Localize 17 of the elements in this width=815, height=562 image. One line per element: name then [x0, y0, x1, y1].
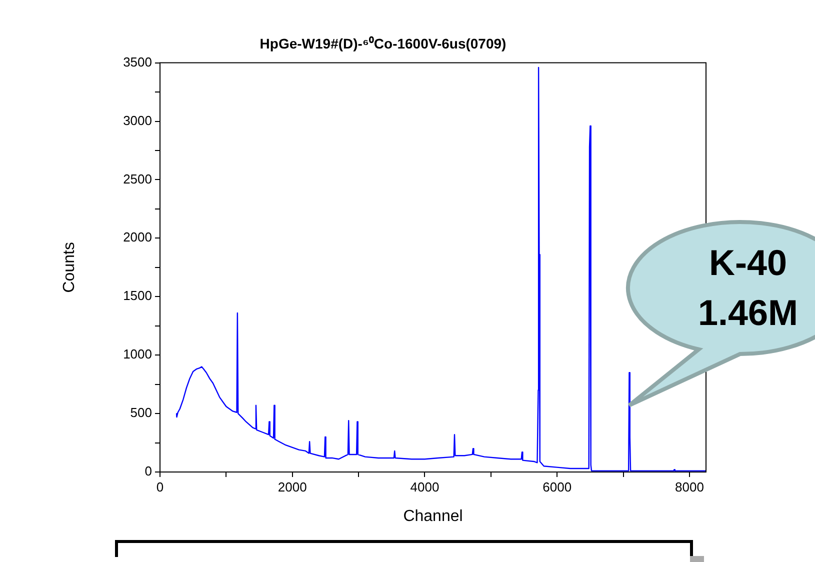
- y-tick-label: 1000: [123, 346, 152, 362]
- y-tick-label: 3000: [123, 112, 152, 128]
- x-tick-label: 0: [156, 479, 164, 494]
- x-tick-label: 8000: [674, 479, 704, 494]
- x-tick-label: 2000: [278, 479, 307, 494]
- annotation: K-40 1.46M: [696, 241, 800, 335]
- y-tick-label: 0: [144, 464, 152, 479]
- chart-title: HpGe-W19#(D)-⁶⁰Co-1600V-6us(0709): [260, 35, 506, 52]
- y-tick-label: 1500: [123, 288, 152, 304]
- y-tick-label: 3500: [123, 54, 152, 70]
- x-tick-label: 4000: [410, 479, 440, 494]
- y-tick-label: 2000: [123, 230, 152, 245]
- y-tick-label: 2500: [123, 171, 152, 186]
- y-axis-title: Counts: [61, 242, 78, 293]
- x-tick-label: 6000: [542, 479, 572, 494]
- y-tick-label: 500: [130, 405, 152, 420]
- x-axis-title: Channel: [403, 508, 463, 525]
